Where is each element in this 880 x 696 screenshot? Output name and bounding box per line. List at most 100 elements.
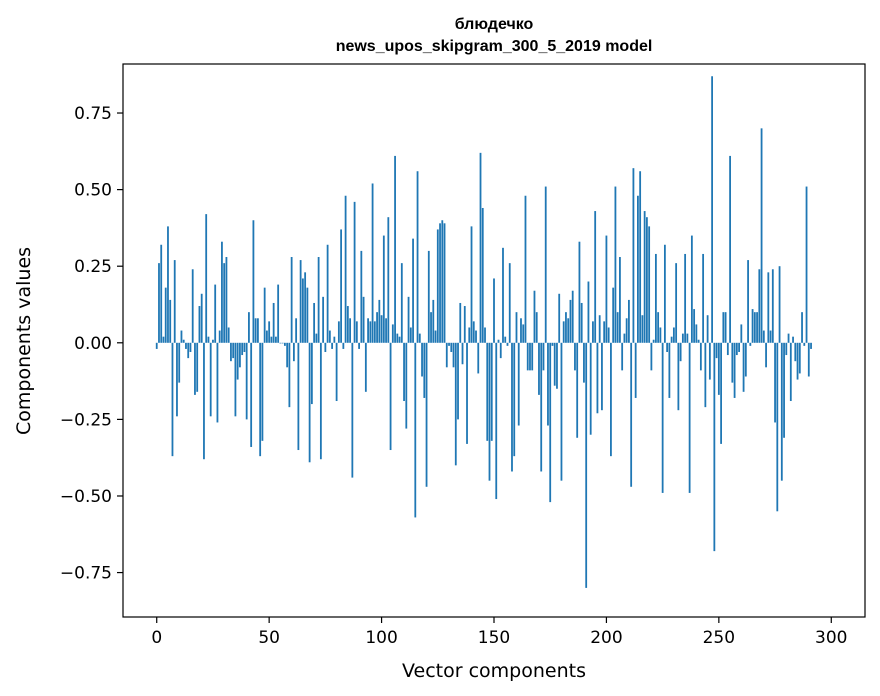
bars-group	[155, 76, 812, 588]
bar	[218, 330, 221, 343]
bar	[733, 342, 736, 398]
bar	[628, 299, 630, 343]
bar	[688, 342, 691, 493]
bar	[423, 342, 426, 398]
bar	[675, 263, 678, 343]
bar	[672, 327, 675, 343]
bar	[167, 226, 169, 343]
bar	[549, 342, 552, 503]
bar	[270, 336, 273, 343]
bar	[358, 342, 360, 349]
x-axis-label: Vector components	[402, 660, 586, 682]
bar	[382, 235, 385, 343]
bar	[771, 269, 774, 343]
bar	[263, 287, 266, 343]
bar	[699, 342, 702, 371]
bar	[286, 342, 289, 368]
bar	[805, 186, 808, 343]
bar	[322, 296, 325, 343]
bar	[196, 342, 199, 392]
chart-title: блюдечко	[455, 16, 534, 33]
bar	[254, 318, 257, 343]
bar	[776, 342, 779, 512]
bar	[508, 263, 511, 343]
bar	[801, 312, 803, 343]
bar	[164, 287, 167, 343]
bar	[580, 302, 583, 343]
bar	[729, 155, 731, 343]
bar	[616, 312, 619, 343]
bar	[697, 339, 700, 343]
bar	[409, 327, 412, 343]
bar	[268, 321, 271, 343]
bar	[223, 263, 226, 343]
bar	[490, 342, 493, 441]
bar	[207, 336, 210, 343]
bar	[778, 266, 781, 343]
bar	[178, 342, 181, 383]
bar	[717, 342, 720, 395]
bar	[232, 342, 235, 359]
bar	[576, 342, 579, 438]
bar	[623, 333, 626, 343]
bar	[803, 342, 806, 346]
bar	[340, 229, 342, 343]
bar	[605, 235, 608, 343]
bar	[785, 342, 788, 356]
bar	[333, 336, 336, 343]
bar	[275, 336, 277, 343]
bar	[760, 128, 763, 343]
bar	[486, 342, 489, 441]
bar	[344, 195, 347, 343]
bar	[448, 342, 450, 346]
bar	[538, 342, 540, 395]
bar	[162, 336, 165, 343]
bar	[715, 342, 718, 359]
bar	[693, 309, 696, 343]
bar	[463, 306, 466, 343]
bar	[601, 342, 603, 411]
x-tick-label: 250	[703, 628, 735, 648]
bar	[681, 333, 684, 343]
bar	[203, 342, 205, 460]
bar	[441, 220, 444, 343]
bar	[364, 342, 367, 392]
y-tick-label: 0.75	[74, 104, 112, 124]
bar	[756, 312, 758, 343]
bar	[407, 296, 410, 343]
bar	[610, 342, 612, 457]
bar	[639, 171, 642, 343]
bar	[369, 321, 372, 343]
bar	[780, 342, 783, 481]
bar	[436, 229, 439, 343]
bar	[443, 223, 446, 343]
bar	[403, 342, 405, 402]
bar	[708, 342, 711, 380]
bar	[155, 342, 158, 349]
bar	[497, 339, 500, 343]
bar	[288, 342, 291, 408]
bar	[387, 217, 390, 343]
bar	[711, 76, 713, 343]
bar	[412, 238, 414, 343]
bar	[394, 155, 396, 343]
bar	[607, 327, 610, 343]
bar	[414, 342, 417, 518]
bar	[472, 321, 475, 343]
bar	[227, 327, 230, 343]
bar	[389, 342, 392, 451]
bar	[479, 152, 482, 343]
bar	[524, 195, 527, 343]
bar	[371, 183, 374, 343]
bar	[652, 339, 655, 343]
y-axis-ticks: −0.75 −0.50 −0.25 0.00 0.25 0.50 0.75	[60, 104, 123, 584]
bar	[328, 330, 331, 343]
bar	[221, 241, 223, 343]
x-axis-ticks: 0 50 100 150 200 250 300	[151, 617, 847, 648]
bar	[421, 342, 423, 377]
bar	[587, 281, 590, 343]
bar	[632, 168, 635, 343]
bar	[796, 342, 799, 380]
bar	[367, 318, 369, 343]
